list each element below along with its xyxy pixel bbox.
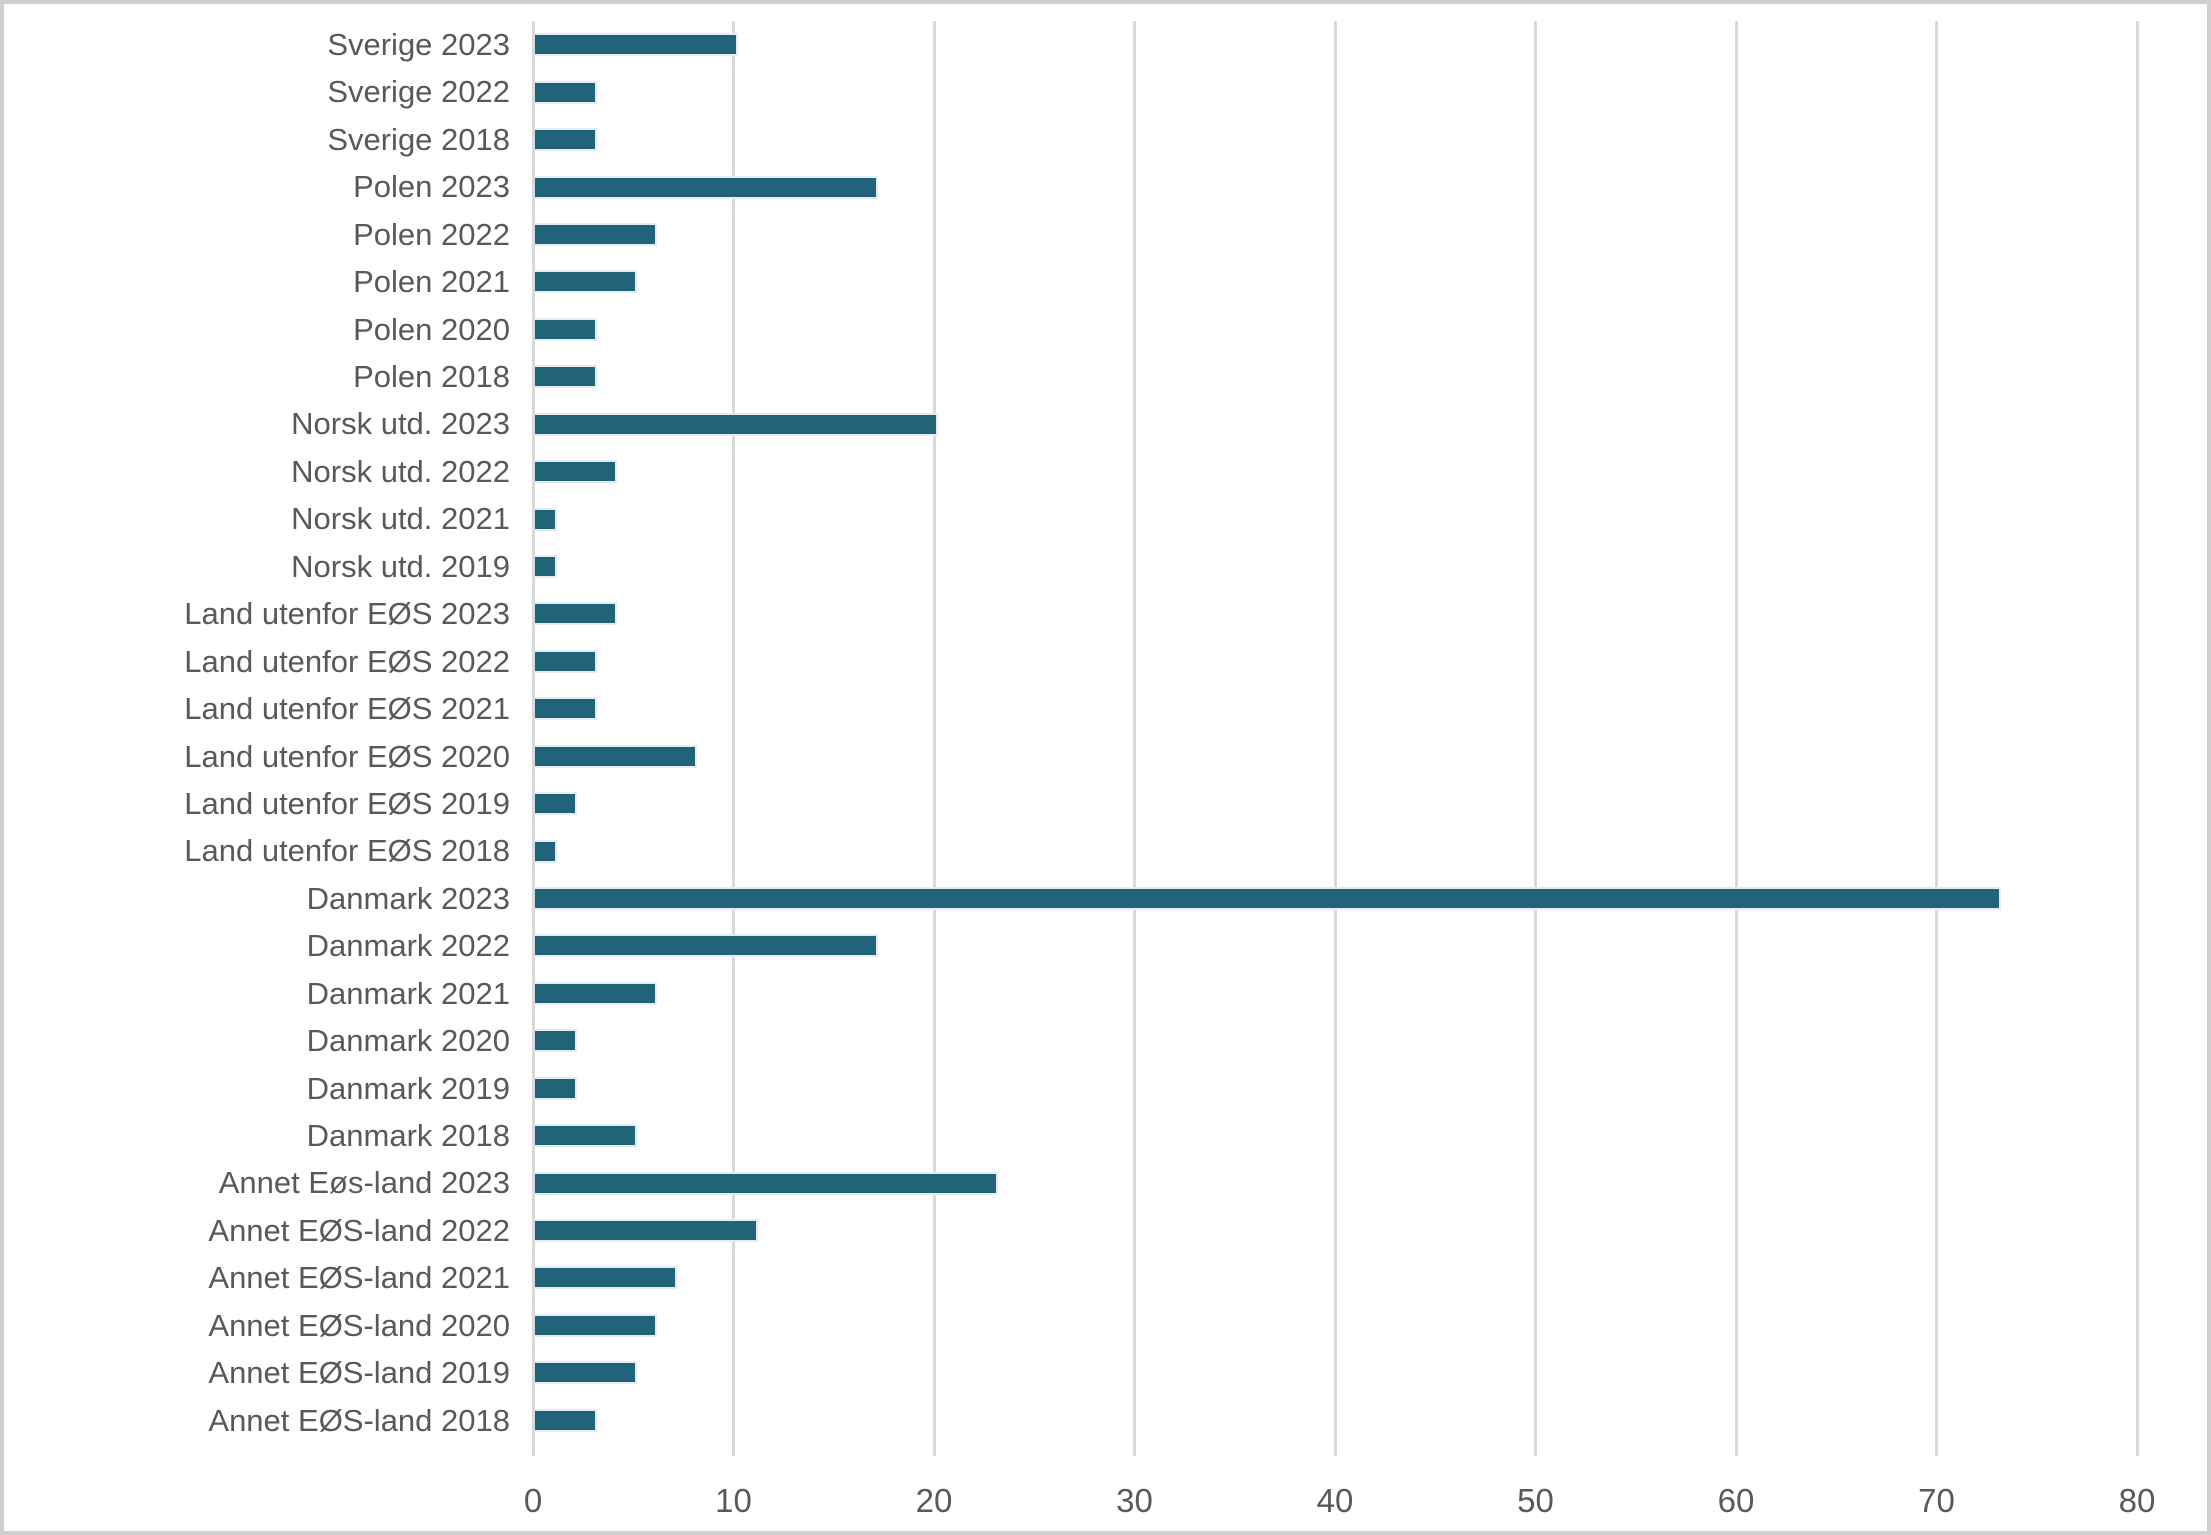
bar-annet-eøs-land-2020 [535,1313,658,1337]
bar-danmark-2022 [535,934,878,958]
x-axis-tick-mark [531,1444,535,1456]
bar-norsk-utd-2023 [535,412,938,436]
bar-land-utenfor-eøs-2019 [535,792,578,816]
category-label: Land utenfor EØS 2022 [184,643,510,679]
bar-annet-eøs-land-2021 [535,1266,678,1290]
bar-land-utenfor-eøs-2022 [535,649,598,673]
category-label: Danmark 2020 [306,1023,510,1059]
x-axis-tick-label: 20 [915,1482,953,1519]
x-axis-tick-label: 40 [1316,1482,1354,1519]
bar-annet-eøs-land-2018 [535,1408,598,1432]
x-axis-tick-mark [1333,1444,1337,1456]
category-label: Polen 2023 [353,169,510,205]
bar-sverige-2022 [535,80,598,104]
gridline-x-20 [932,21,936,1444]
x-axis-tick-mark [1935,1444,1938,1456]
category-label: Sverige 2022 [327,74,510,110]
bar-norsk-utd-2019 [535,554,558,578]
category-label: Land utenfor EØS 2020 [184,738,510,774]
bar-land-utenfor-eøs-2020 [535,744,698,768]
category-label: Annet EØS-land 2020 [208,1307,510,1343]
bar-danmark-2021 [535,981,658,1005]
x-axis-tick-label: 60 [1717,1482,1755,1519]
gridline-x-10 [732,21,735,1444]
bar-annet-eøs-land-2023 [535,1171,999,1195]
bar-sverige-2023 [535,33,738,57]
bar-land-utenfor-eøs-2021 [535,697,598,721]
gridline-x-50 [1534,21,1537,1444]
gridline-x-0 [531,21,535,1444]
bar-polen-2023 [535,175,878,199]
category-label: Polen 2022 [353,216,510,252]
x-axis-tick-label: 50 [1517,1482,1554,1519]
bar-danmark-2020 [535,1029,578,1053]
gridline-x-40 [1333,21,1337,1444]
x-axis-tick-mark [2135,1444,2139,1456]
category-label: Polen 2020 [353,311,510,347]
category-label: Danmark 2023 [306,880,510,916]
bar-land-utenfor-eøs-2023 [535,602,618,626]
x-axis-tick-label: 10 [715,1482,752,1519]
x-axis-tick-mark [732,1444,735,1456]
category-label: Sverige 2018 [327,121,510,157]
category-label: Danmark 2022 [306,928,510,964]
category-label: Land utenfor EØS 2018 [184,833,510,869]
x-axis-tick-label: 80 [2118,1482,2156,1519]
category-label: Annet EØS-land 2019 [208,1355,510,1391]
x-axis-tick-label: 0 [523,1482,543,1519]
bar-annet-eøs-land-2019 [535,1361,638,1385]
category-label: Polen 2018 [353,359,510,395]
category-label: Land utenfor EØS 2019 [184,785,510,821]
x-axis-tick-mark [1133,1444,1136,1456]
bar-annet-eøs-land-2022 [535,1219,758,1243]
bar-polen-2018 [535,365,598,389]
category-label: Annet EØS-land 2021 [208,1260,510,1296]
bar-danmark-2023 [535,887,2001,911]
bar-norsk-utd-2022 [535,460,618,484]
bar-land-utenfor-eøs-2018 [535,839,558,863]
category-label: Danmark 2018 [306,1117,510,1153]
category-label: Annet EØS-land 2022 [208,1212,510,1248]
category-label: Annet EØS-land 2018 [208,1402,510,1438]
category-label: Land utenfor EØS 2021 [184,691,510,727]
category-label: Norsk utd. 2022 [291,453,510,489]
bar-polen-2021 [535,270,638,294]
category-label: Annet Eøs-land 2023 [218,1165,510,1201]
x-axis-tick-mark [1734,1444,1738,1456]
x-axis-tick-label: 30 [1116,1482,1153,1519]
x-axis-tick-mark [932,1444,936,1456]
bar-danmark-2018 [535,1124,638,1148]
bar-polen-2022 [535,222,658,246]
category-label: Sverige 2023 [327,27,510,62]
category-label: Polen 2021 [353,264,510,300]
bar-polen-2020 [535,317,598,341]
x-axis-tick-label: 70 [1918,1482,1955,1519]
gridline-x-80 [2135,21,2139,1444]
bar-norsk-utd-2021 [535,507,558,531]
gridline-x-30 [1133,21,1136,1444]
category-label: Norsk utd. 2021 [291,501,510,537]
x-axis-tick-mark [1534,1444,1537,1456]
category-label: Land utenfor EØS 2023 [184,596,510,632]
bar-sverige-2018 [535,128,598,152]
category-label: Norsk utd. 2023 [291,406,510,442]
bar-danmark-2019 [535,1076,578,1100]
gridline-x-70 [1935,21,1938,1444]
plot-area [531,21,2139,1444]
gridline-x-60 [1734,21,1738,1444]
category-label: Danmark 2019 [306,1070,510,1106]
category-label: Danmark 2021 [306,975,510,1011]
category-label: Norsk utd. 2019 [291,548,510,584]
